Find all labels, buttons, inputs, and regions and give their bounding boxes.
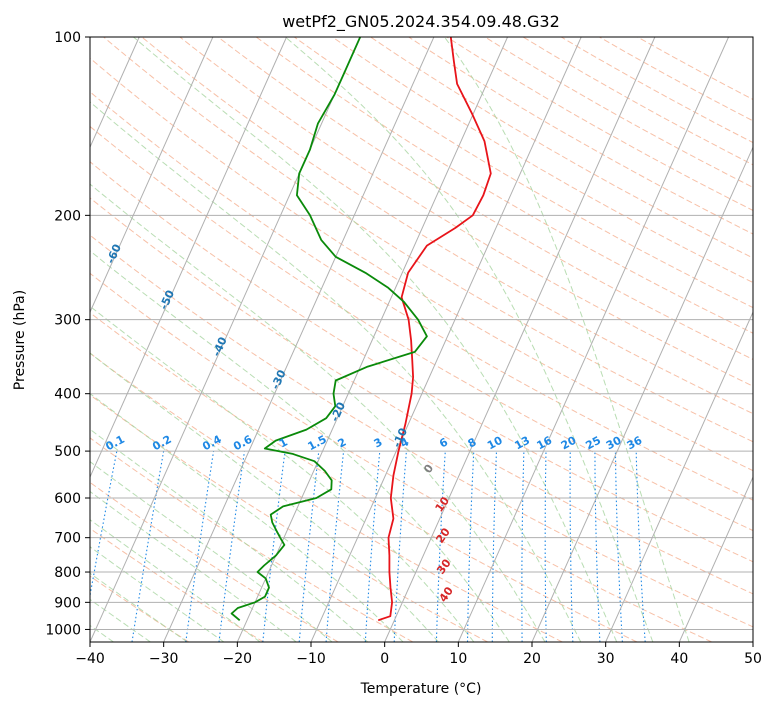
dry-adiabat-line — [90, 312, 638, 642]
mixing-ratio-line — [185, 451, 215, 642]
isotherms — [90, 37, 753, 642]
moist-adiabat-line — [90, 572, 188, 642]
x-tick-label: 10 — [449, 651, 467, 667]
dry-adiabat-line — [408, 37, 753, 235]
x-tick-label: −10 — [296, 651, 326, 667]
x-tick-label: 0 — [380, 651, 389, 667]
dry-adiabat-line — [90, 481, 339, 642]
y-axis-label: Pressure (hPa) — [12, 290, 28, 390]
y-tick-label: 400 — [54, 387, 81, 403]
moist-adiabat-line — [90, 461, 333, 642]
mixing-ratio-label: 10 — [485, 434, 505, 453]
mixing-ratio-line — [262, 451, 286, 642]
x-tick-label: −40 — [75, 651, 105, 667]
moist-adiabat-line — [90, 101, 582, 642]
x-axis-label: Temperature (°C) — [360, 681, 482, 697]
y-tick-label: 700 — [54, 531, 81, 547]
mixing-ratio-label: 20 — [559, 434, 579, 453]
dry-adiabat-line — [332, 37, 753, 284]
isotherm-line — [310, 37, 582, 642]
isotherm-line — [90, 37, 140, 149]
line-labels: -100-90-80-70-60-50-40-30-20-100.10.20.4… — [103, 242, 645, 605]
dry-adiabat-line — [90, 197, 753, 595]
mixing-ratio-line — [131, 451, 165, 642]
isotherm-line — [605, 310, 753, 642]
mixing-ratio-line — [90, 450, 118, 599]
mixing-ratio-label: 30 — [604, 434, 624, 453]
x-tick-label: 50 — [744, 651, 762, 667]
y-tick-label: 200 — [54, 208, 81, 224]
dry-adiabat-line — [141, 37, 753, 415]
isotherm-line — [384, 37, 656, 642]
isotherm-line — [531, 145, 753, 642]
dry-adiabat-line — [484, 37, 753, 188]
dry-adiabat-line — [90, 437, 414, 642]
y-tick-label: 300 — [54, 313, 81, 329]
plot-background — [90, 37, 753, 642]
chart-title: wetPf2_GN05.2024.354.09.48.G32 — [282, 12, 560, 32]
y-tick-label: 600 — [54, 491, 81, 507]
x-tick-label: −20 — [223, 651, 253, 667]
moist-adiabat-line — [90, 546, 225, 642]
y-tick-label: 1000 — [45, 622, 81, 638]
moist-adiabat-line — [90, 352, 439, 642]
dry-adiabat-line — [217, 37, 753, 360]
y-tick-label: 900 — [54, 595, 81, 611]
y-tick-label: 100 — [54, 30, 81, 46]
isotherm-line — [163, 37, 435, 642]
moist-adiabat-line — [284, 37, 654, 642]
dry-adiabats — [90, 37, 753, 642]
moist-adiabat-line — [90, 250, 510, 642]
isotherm-line — [678, 475, 753, 642]
dry-adiabat-line — [90, 125, 753, 532]
profile-lines — [230, 37, 492, 622]
mixing-ratio-label: 36 — [625, 434, 645, 453]
dry-adiabat-line — [90, 527, 264, 642]
dry-adiabat-line — [90, 234, 753, 628]
isotherm-line — [457, 37, 730, 642]
dry-adiabat-line — [103, 37, 753, 443]
dry-adiabat-line — [90, 272, 712, 642]
moist-adiabat-line — [90, 598, 151, 642]
moist-adiabat-line — [133, 37, 618, 642]
isobars — [90, 37, 753, 630]
mixing-ratio-line — [218, 451, 246, 642]
moist-adiabats — [90, 37, 690, 642]
moist-adiabat-line — [90, 183, 546, 642]
dry-adiabat-line — [90, 352, 563, 642]
isotherm-line — [90, 37, 288, 479]
y-tick-label: 800 — [54, 565, 81, 581]
y-tick-label: 500 — [54, 444, 81, 460]
moist-adiabat-line — [90, 392, 404, 642]
x-tick-label: −30 — [149, 651, 179, 667]
mixing-ratio-label: 25 — [583, 434, 603, 453]
dry-adiabat-line — [90, 161, 753, 563]
y-axis: 1000 900 800 700 600 500 400 300 200 100 — [45, 30, 90, 638]
dry-adiabat-line — [179, 37, 753, 387]
mixing-ratio-label: 13 — [512, 434, 532, 453]
dry-adiabat-line — [294, 37, 753, 309]
isotherm-line — [90, 37, 361, 642]
mixing-ratio-lines — [90, 450, 646, 642]
moist-adiabat-line — [90, 428, 369, 642]
dewpoint-profile — [230, 37, 428, 621]
dry-adiabat-line — [446, 37, 753, 211]
moist-adiabat-line — [90, 305, 475, 642]
x-tick-label: 40 — [670, 651, 688, 667]
dry-adiabat-line — [560, 37, 753, 144]
plot-frame — [89, 36, 754, 643]
isotherm-line — [90, 37, 214, 314]
moist-adiabat-line — [444, 37, 690, 642]
temperature-profile — [377, 37, 492, 622]
mixing-ratio-label: 16 — [535, 434, 555, 453]
x-tick-label: 20 — [523, 651, 541, 667]
x-tick-label: 30 — [597, 651, 615, 667]
x-axis: −40 −30 −20 −10 0 10 20 30 40 50 — [75, 642, 762, 667]
